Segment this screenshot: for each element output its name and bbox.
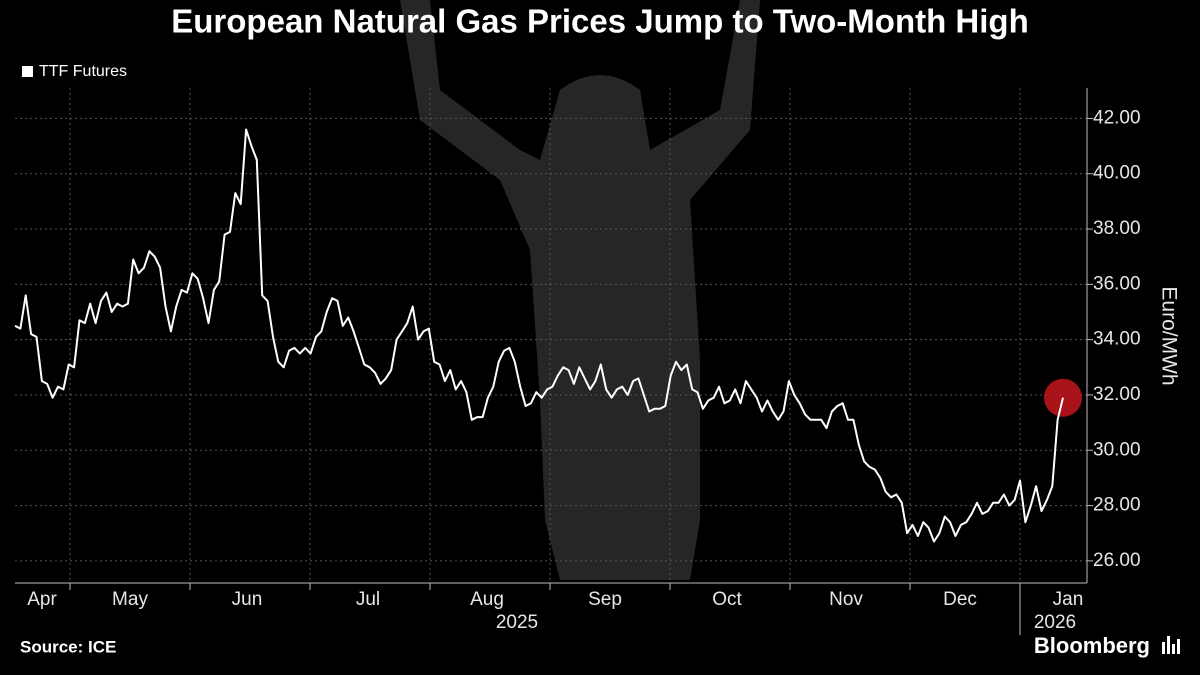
chart-title: European Natural Gas Prices Jump to Two-… — [171, 3, 1028, 40]
y-tick-label: 42.00 — [1093, 107, 1141, 128]
line — [14, 128, 1064, 543]
x-tick-label: Sep — [588, 589, 622, 610]
x-tick-label: Aug — [470, 589, 504, 610]
y-tick-label: 40.00 — [1093, 163, 1141, 184]
x-tick-label: May — [112, 589, 148, 610]
y-tick-label: 38.00 — [1093, 218, 1141, 239]
legend-swatch — [22, 66, 33, 77]
x-tick-label: Oct — [712, 589, 742, 610]
year-label: 2026 — [1034, 612, 1076, 633]
y-axis-label: Euro/MWh — [1157, 286, 1180, 385]
brand: Bloomberg — [1034, 633, 1150, 658]
y-tick-label: 32.00 — [1093, 384, 1141, 405]
brand-icon — [1162, 636, 1180, 654]
x-tick-label: Jun — [232, 589, 263, 610]
x-tick-label: Nov — [829, 589, 863, 610]
y-tick-label: 30.00 — [1093, 439, 1141, 460]
year-label: 2025 — [496, 612, 538, 633]
background-photo — [400, 0, 760, 580]
x-tick-label: Apr — [27, 589, 57, 610]
x-tick-label: Dec — [943, 589, 977, 610]
y-tick-label: 26.00 — [1093, 550, 1141, 571]
x-tick-label: Jan — [1053, 589, 1084, 610]
source: Source: ICE — [20, 637, 116, 656]
y-tick-label: 34.00 — [1093, 329, 1141, 350]
y-tick-label: 36.00 — [1093, 273, 1141, 294]
legend-label: TTF Futures — [39, 63, 127, 80]
x-tick-label: Jul — [356, 589, 380, 610]
y-tick-label: 28.00 — [1093, 495, 1141, 516]
